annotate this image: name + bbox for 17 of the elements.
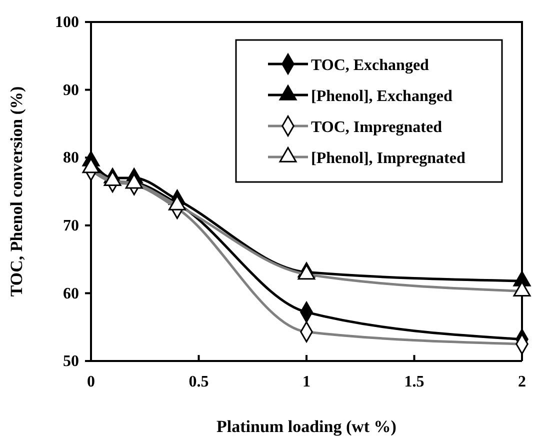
x-tick-label: 1.5 xyxy=(404,373,424,390)
y-axis-title: TOC, Phenol conversion (%) xyxy=(7,86,26,297)
legend-label: [Phenol], Impregnated xyxy=(311,150,466,167)
y-tick-label: 50 xyxy=(63,353,79,370)
x-tick-label: 2 xyxy=(518,373,526,390)
x-tick-label: 0.5 xyxy=(188,373,209,390)
y-tick-label: 100 xyxy=(55,14,79,32)
x-tick-label: 0 xyxy=(87,373,95,390)
legend-label: TOC, Exchanged xyxy=(311,57,430,74)
x-axis-title: Platinum loading (wt %) xyxy=(216,417,396,436)
y-tick-label: 90 xyxy=(63,82,79,99)
y-tick-label: 70 xyxy=(63,218,79,235)
legend-label: TOC, Impregnated xyxy=(311,119,442,136)
legend-label: [Phenol], Exchanged xyxy=(311,88,452,105)
x-tick-label: 1 xyxy=(302,373,310,390)
y-tick-label: 60 xyxy=(63,285,79,302)
y-tick-label: 80 xyxy=(63,150,79,167)
